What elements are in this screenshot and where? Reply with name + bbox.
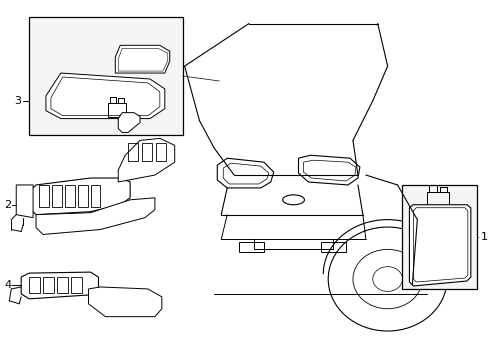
Bar (402, 185, 476, 289)
Bar (29, 277, 40, 293)
Polygon shape (16, 185, 33, 218)
Bar (64, 185, 75, 207)
Bar (29, 17, 182, 135)
Bar (57, 277, 68, 293)
Bar (78, 185, 87, 207)
Polygon shape (408, 205, 470, 286)
Bar (321, 242, 346, 252)
Polygon shape (21, 272, 98, 299)
Bar (156, 143, 165, 161)
Text: 1: 1 (480, 233, 487, 242)
Polygon shape (118, 113, 140, 132)
Bar (128, 143, 138, 161)
Bar (43, 277, 54, 293)
Polygon shape (118, 138, 174, 182)
Bar (108, 103, 126, 117)
Polygon shape (88, 287, 162, 317)
Text: 2: 2 (4, 200, 11, 210)
Text: 3: 3 (14, 96, 21, 106)
Bar (90, 185, 100, 207)
Polygon shape (115, 45, 169, 73)
Polygon shape (46, 73, 164, 118)
Text: 4: 4 (4, 280, 11, 290)
Bar (39, 185, 49, 207)
Bar (427, 192, 448, 206)
Bar (239, 242, 264, 252)
Polygon shape (31, 178, 130, 215)
Bar (142, 143, 152, 161)
Polygon shape (36, 198, 155, 234)
Bar (71, 277, 81, 293)
Bar (52, 185, 61, 207)
